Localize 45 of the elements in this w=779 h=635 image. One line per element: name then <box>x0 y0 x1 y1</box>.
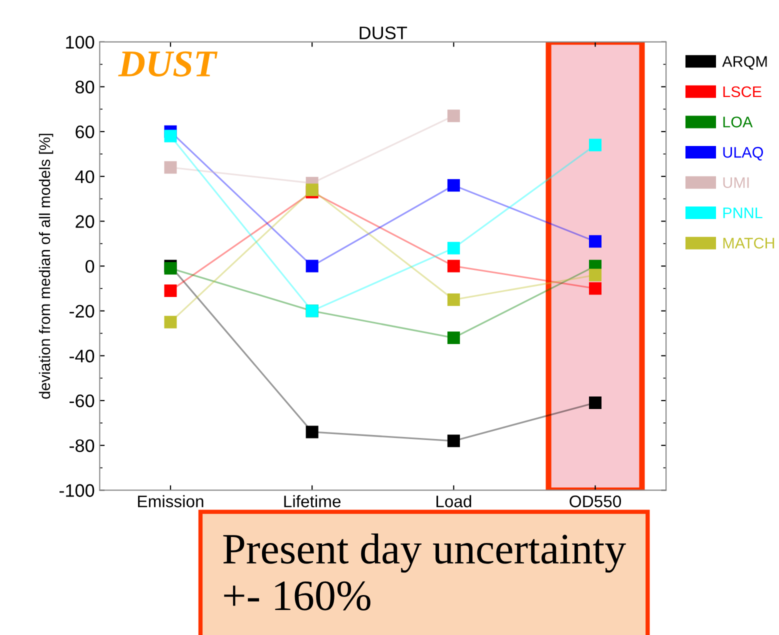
y-tick-label: 60 <box>76 126 94 138</box>
y-tick-label: 100 <box>66 36 94 49</box>
point <box>164 262 177 275</box>
text: Present day uncertainty +- 160% <box>223 533 626 611</box>
y-tick-label: -100 <box>60 484 94 497</box>
point <box>589 235 602 248</box>
y-axis-title: deviation from median of all models [%] <box>38 134 54 399</box>
point <box>589 268 602 282</box>
x-tick-label: Load <box>436 495 472 508</box>
point <box>164 284 177 297</box>
legend-label: MATCH <box>723 238 774 249</box>
point <box>164 316 177 328</box>
y-tick-label: 40 <box>75 170 94 184</box>
point <box>306 260 318 272</box>
point <box>447 434 460 448</box>
legend-label: UMI <box>723 177 749 188</box>
annotation: DUST <box>118 51 218 77</box>
point <box>447 293 460 306</box>
y-tick-label: -60 <box>70 394 94 408</box>
point <box>589 396 602 410</box>
legend-label: ULAQ <box>723 146 763 160</box>
y-tick-label: -40 <box>70 350 94 362</box>
point <box>447 332 460 344</box>
legend-label: ARQM <box>722 56 767 70</box>
point <box>306 426 318 438</box>
y-tick-label: 0 <box>86 260 94 273</box>
y-tick-label: -20 <box>70 304 94 318</box>
point <box>164 161 177 174</box>
legend-label: LSCE <box>723 86 762 98</box>
y-tick-label: 20 <box>76 215 94 228</box>
point <box>164 130 177 142</box>
legend-label: PNNL <box>723 208 762 218</box>
x-tick-label: Lifetime <box>284 495 341 508</box>
point <box>447 242 460 254</box>
point <box>447 179 460 192</box>
x-tick-label: OD550 <box>570 496 622 508</box>
point <box>447 260 460 272</box>
legend-label: LOA <box>723 116 753 128</box>
point <box>589 138 602 152</box>
y-tick-label: 80 <box>76 80 94 94</box>
chart-title: DUST <box>360 26 408 40</box>
point <box>447 110 460 122</box>
point <box>589 282 602 295</box>
y-tick-label: -80 <box>70 439 94 452</box>
x-tick-label: Emission <box>138 495 204 508</box>
